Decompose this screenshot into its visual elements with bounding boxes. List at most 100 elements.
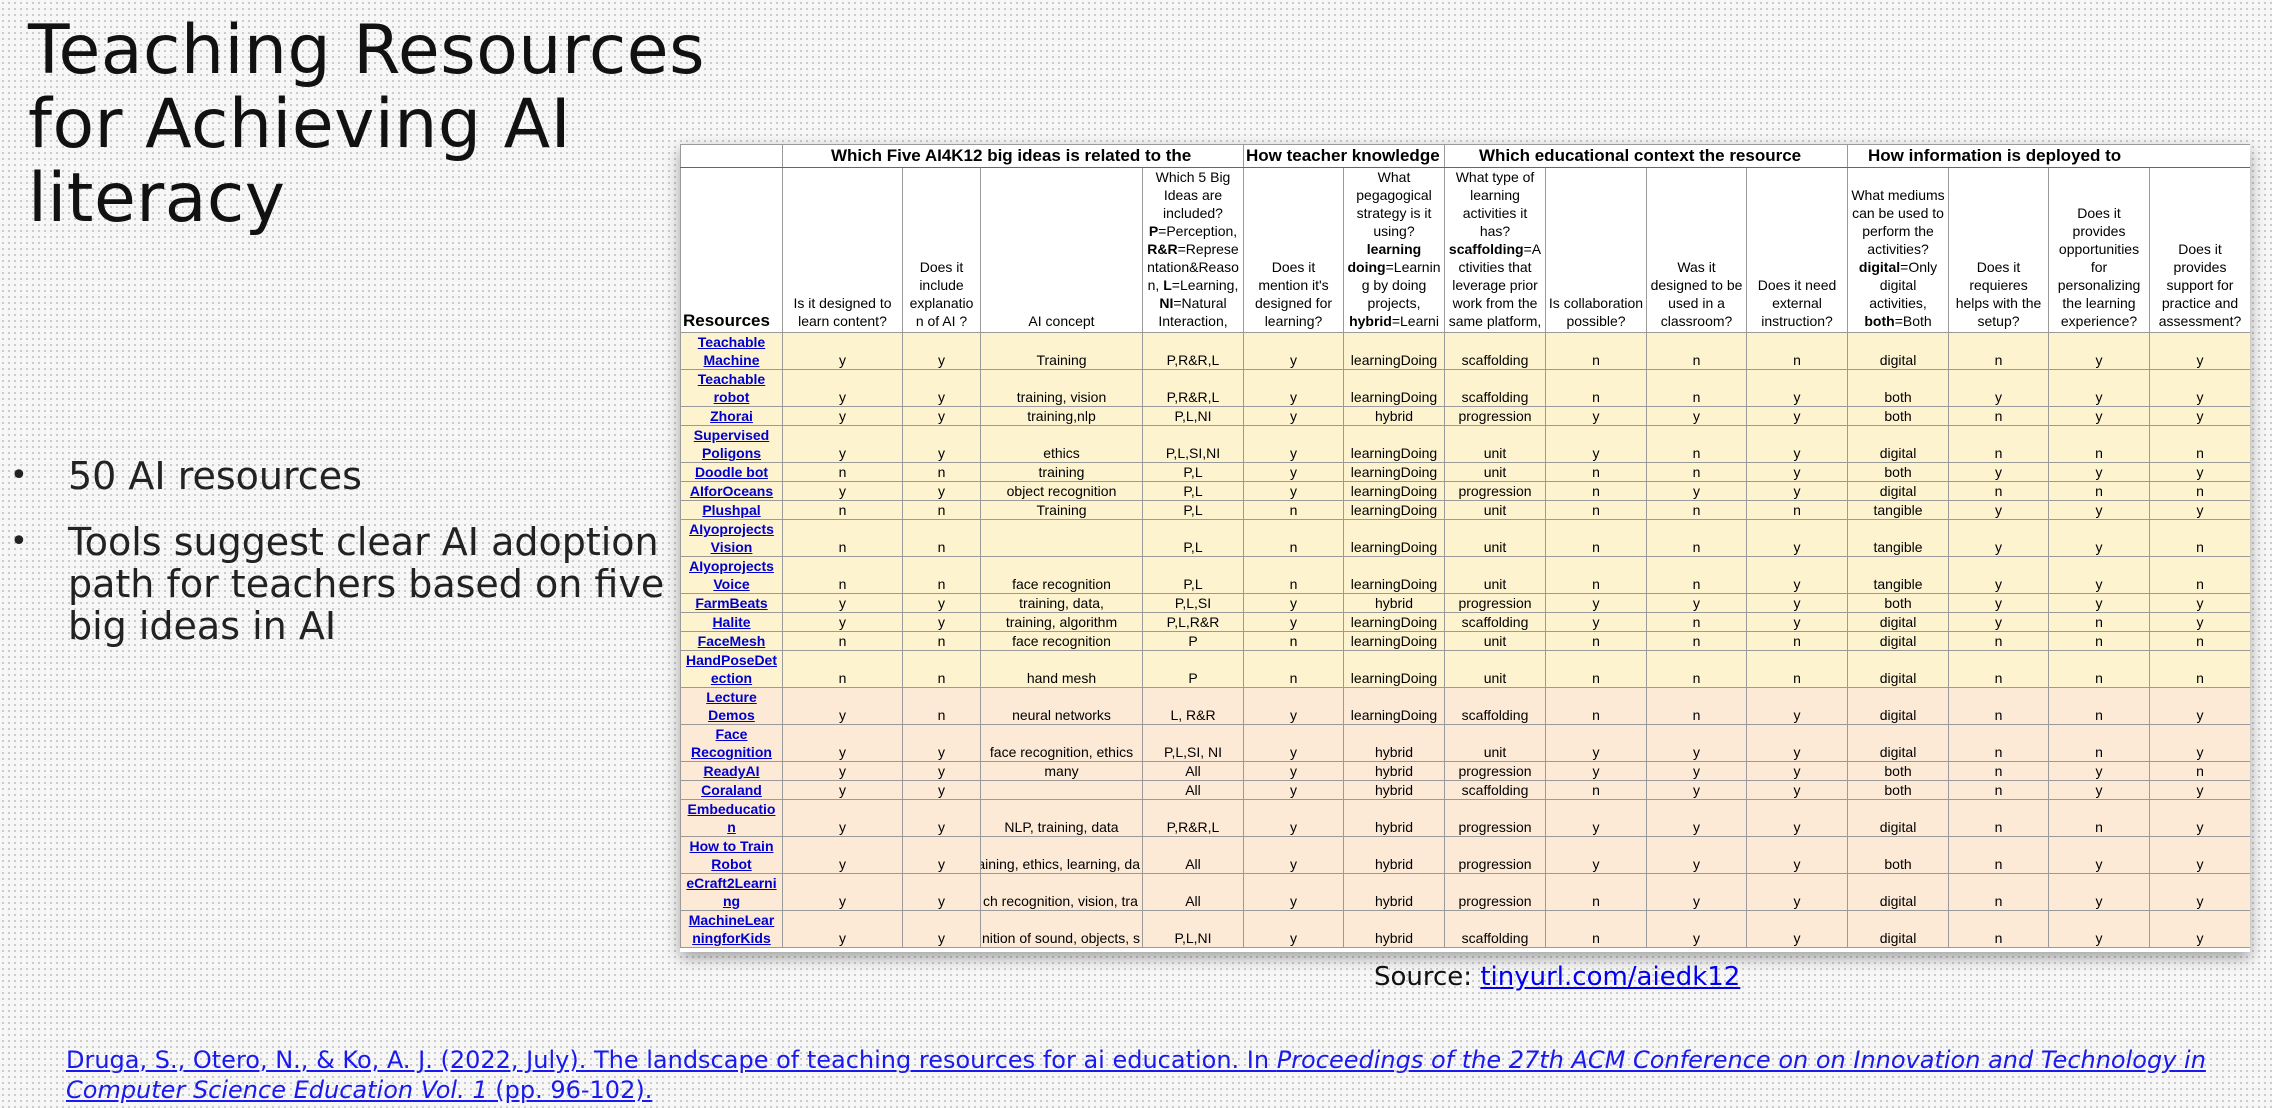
resource-link[interactable]: Zhorai <box>680 406 783 426</box>
resource-name-part: ection <box>710 670 753 686</box>
resource-link[interactable]: How to Train Robot <box>680 836 783 874</box>
resource-link[interactable]: Halite <box>680 612 783 632</box>
resource-link[interactable]: Face Recognition <box>680 724 783 762</box>
cell-personalization: n <box>2048 650 2151 688</box>
cell-designed-for-learning: y <box>1243 836 1344 874</box>
cell-ai-concept: training,nlp <box>980 406 1143 426</box>
cell-classroom: n <box>1646 687 1748 725</box>
cell-setup-help: y <box>1948 519 2050 557</box>
cell-assessment: n <box>2149 481 2250 501</box>
resource-link[interactable]: AIyoprojects Vision <box>680 519 783 557</box>
resource-link[interactable]: Coraland <box>680 780 783 800</box>
cell-big-ideas: P <box>1142 631 1244 651</box>
cell-pedagogical-strategy: learningDoing <box>1342 369 1446 407</box>
resource-link[interactable]: eCraft2Learni ng <box>680 873 783 911</box>
resource-link[interactable]: Plushpal <box>680 500 783 520</box>
cell-setup-help: n <box>1948 332 2050 370</box>
cell-explanation: y <box>902 425 981 463</box>
cell-pedagogical-strategy: hybrid <box>1342 406 1446 426</box>
cell-designed-for-learning: y <box>1243 369 1344 407</box>
cell-pedagogical-strategy: learningDoing <box>1342 425 1446 463</box>
cell-external-instruction: y <box>1746 369 1849 407</box>
cell-personalization: y <box>2048 332 2151 370</box>
resource-link[interactable]: MachineLear ningforKids <box>680 910 783 948</box>
resource-name-part: Face <box>715 726 748 742</box>
resource-name-part: Doodle bot <box>694 464 769 480</box>
cell-external-instruction: y <box>1746 519 1849 557</box>
cell-big-ideas: P,L,SI,NI <box>1142 425 1244 463</box>
cell-explanation: y <box>902 332 981 370</box>
cell-pedagogical-strategy: hybrid <box>1342 873 1446 911</box>
resource-link[interactable]: Embeducatio n <box>680 799 783 837</box>
cell-designed-for-learning: n <box>1243 519 1344 557</box>
table-row: AIforOceans y y object recognition P,L y learn… <box>680 481 2250 501</box>
cell-big-ideas: P,L <box>1142 481 1244 501</box>
resource-link[interactable]: HandPoseDet ection <box>680 650 783 688</box>
cell-assessment: y <box>2149 724 2250 762</box>
resource-link[interactable]: ReadyAI <box>680 761 783 781</box>
bullet-dot: • <box>10 458 28 493</box>
resource-link[interactable]: Doodle bot <box>680 462 783 482</box>
resource-link[interactable]: Lecture Demos <box>680 687 783 725</box>
cell-explanation: n <box>902 519 981 557</box>
cell-personalization: y <box>2048 761 2151 781</box>
cell-ai-concept <box>980 780 1143 800</box>
table-row: AIyoprojects Vision n n P,L n learningDoing uni… <box>680 519 2250 557</box>
source-link[interactable]: tinyurl.com/aiedk12 <box>1480 962 1741 992</box>
cell-setup-help: n <box>1948 761 2050 781</box>
bullet-list: • 50 AI resources • Tools suggest clear AI… <box>0 455 680 671</box>
resource-name-part: Demos <box>708 707 755 723</box>
cell-collaboration: n <box>1545 780 1648 800</box>
resource-link[interactable]: FarmBeats <box>680 593 783 613</box>
cell-designed-for-learning: n <box>1243 631 1344 651</box>
resource-link[interactable]: AIforOceans <box>680 481 783 501</box>
cell-activity-type: progression <box>1444 593 1547 613</box>
resource-link[interactable]: Supervised Poligons <box>680 425 783 463</box>
cell-pedagogical-strategy: hybrid <box>1342 836 1446 874</box>
resource-link[interactable]: Teachable robot <box>680 369 783 407</box>
col-header-activity-type: What type of learning activities it has?… <box>1444 167 1547 333</box>
resource-name-part: How to Train <box>689 838 774 854</box>
cell-external-instruction: y <box>1746 836 1849 874</box>
citation-link[interactable]: Druga, S., Otero, N., & Ko, A. J. (2022,… <box>66 1045 2226 1105</box>
table-row: Halite y y training, algorithm P,L,R&R y learn… <box>680 612 2250 632</box>
cell-personalization: n <box>2048 481 2151 501</box>
cell-mediums: tangible <box>1847 556 1950 594</box>
resource-name-part: Poligons <box>701 445 762 461</box>
cell-learn-content: y <box>782 780 903 800</box>
resource-link[interactable]: Teachable Machine <box>680 332 783 370</box>
resources-table: Which Five AI4K12 big ideas is related t… <box>680 144 2250 948</box>
resource-link[interactable]: AIyoprojects Voice <box>680 556 783 594</box>
cell-learn-content: y <box>782 724 903 762</box>
cell-learn-content: n <box>782 556 903 594</box>
cell-pedagogical-strategy: learningDoing <box>1342 556 1446 594</box>
col-header-mediums: What mediums can be used to perform the … <box>1847 167 1950 333</box>
citation-authors: Druga, S., Otero, N., & Ko, A. J. (2022,… <box>66 1046 1277 1074</box>
cell-pedagogical-strategy: hybrid <box>1342 910 1446 948</box>
cell-personalization: y <box>2048 910 2151 948</box>
cell-classroom: y <box>1646 873 1748 911</box>
cell-mediums: digital <box>1847 873 1950 911</box>
cell-pedagogical-strategy: learningDoing <box>1342 687 1446 725</box>
cell-designed-for-learning: y <box>1243 724 1344 762</box>
table-row: Lecture Demos y n neural networks L, R&R y lear… <box>680 687 2250 725</box>
table-row: Supervised Poligons y y ethics P,L,SI,NI y lear… <box>680 425 2250 463</box>
cell-explanation: y <box>902 910 981 948</box>
cell-ai-concept: NLP, training, data <box>980 799 1143 837</box>
cell-external-instruction: n <box>1746 332 1849 370</box>
cell-collaboration: n <box>1545 687 1648 725</box>
cell-ai-concept: many <box>980 761 1143 781</box>
citation-venue: Proceedings of the 27th ACM Conference o… <box>66 1046 2206 1104</box>
cell-activity-type: scaffolding <box>1444 910 1547 948</box>
cell-external-instruction: y <box>1746 425 1849 463</box>
resource-link[interactable]: FaceMesh <box>680 631 783 651</box>
cell-big-ideas: P,L,SI <box>1142 593 1244 613</box>
resource-name-part: Recognition <box>691 744 772 760</box>
cell-external-instruction: y <box>1746 799 1849 837</box>
table-row: ReadyAI y y many All y hybrid progression y y y bot… <box>680 761 2250 781</box>
table-row: MachineLear ningforKids y y nition of sound,… <box>680 910 2250 948</box>
cell-learn-content: y <box>782 425 903 463</box>
cell-activity-type: scaffolding <box>1444 612 1547 632</box>
cell-big-ideas: All <box>1142 873 1244 911</box>
cell-personalization: n <box>2048 724 2151 762</box>
